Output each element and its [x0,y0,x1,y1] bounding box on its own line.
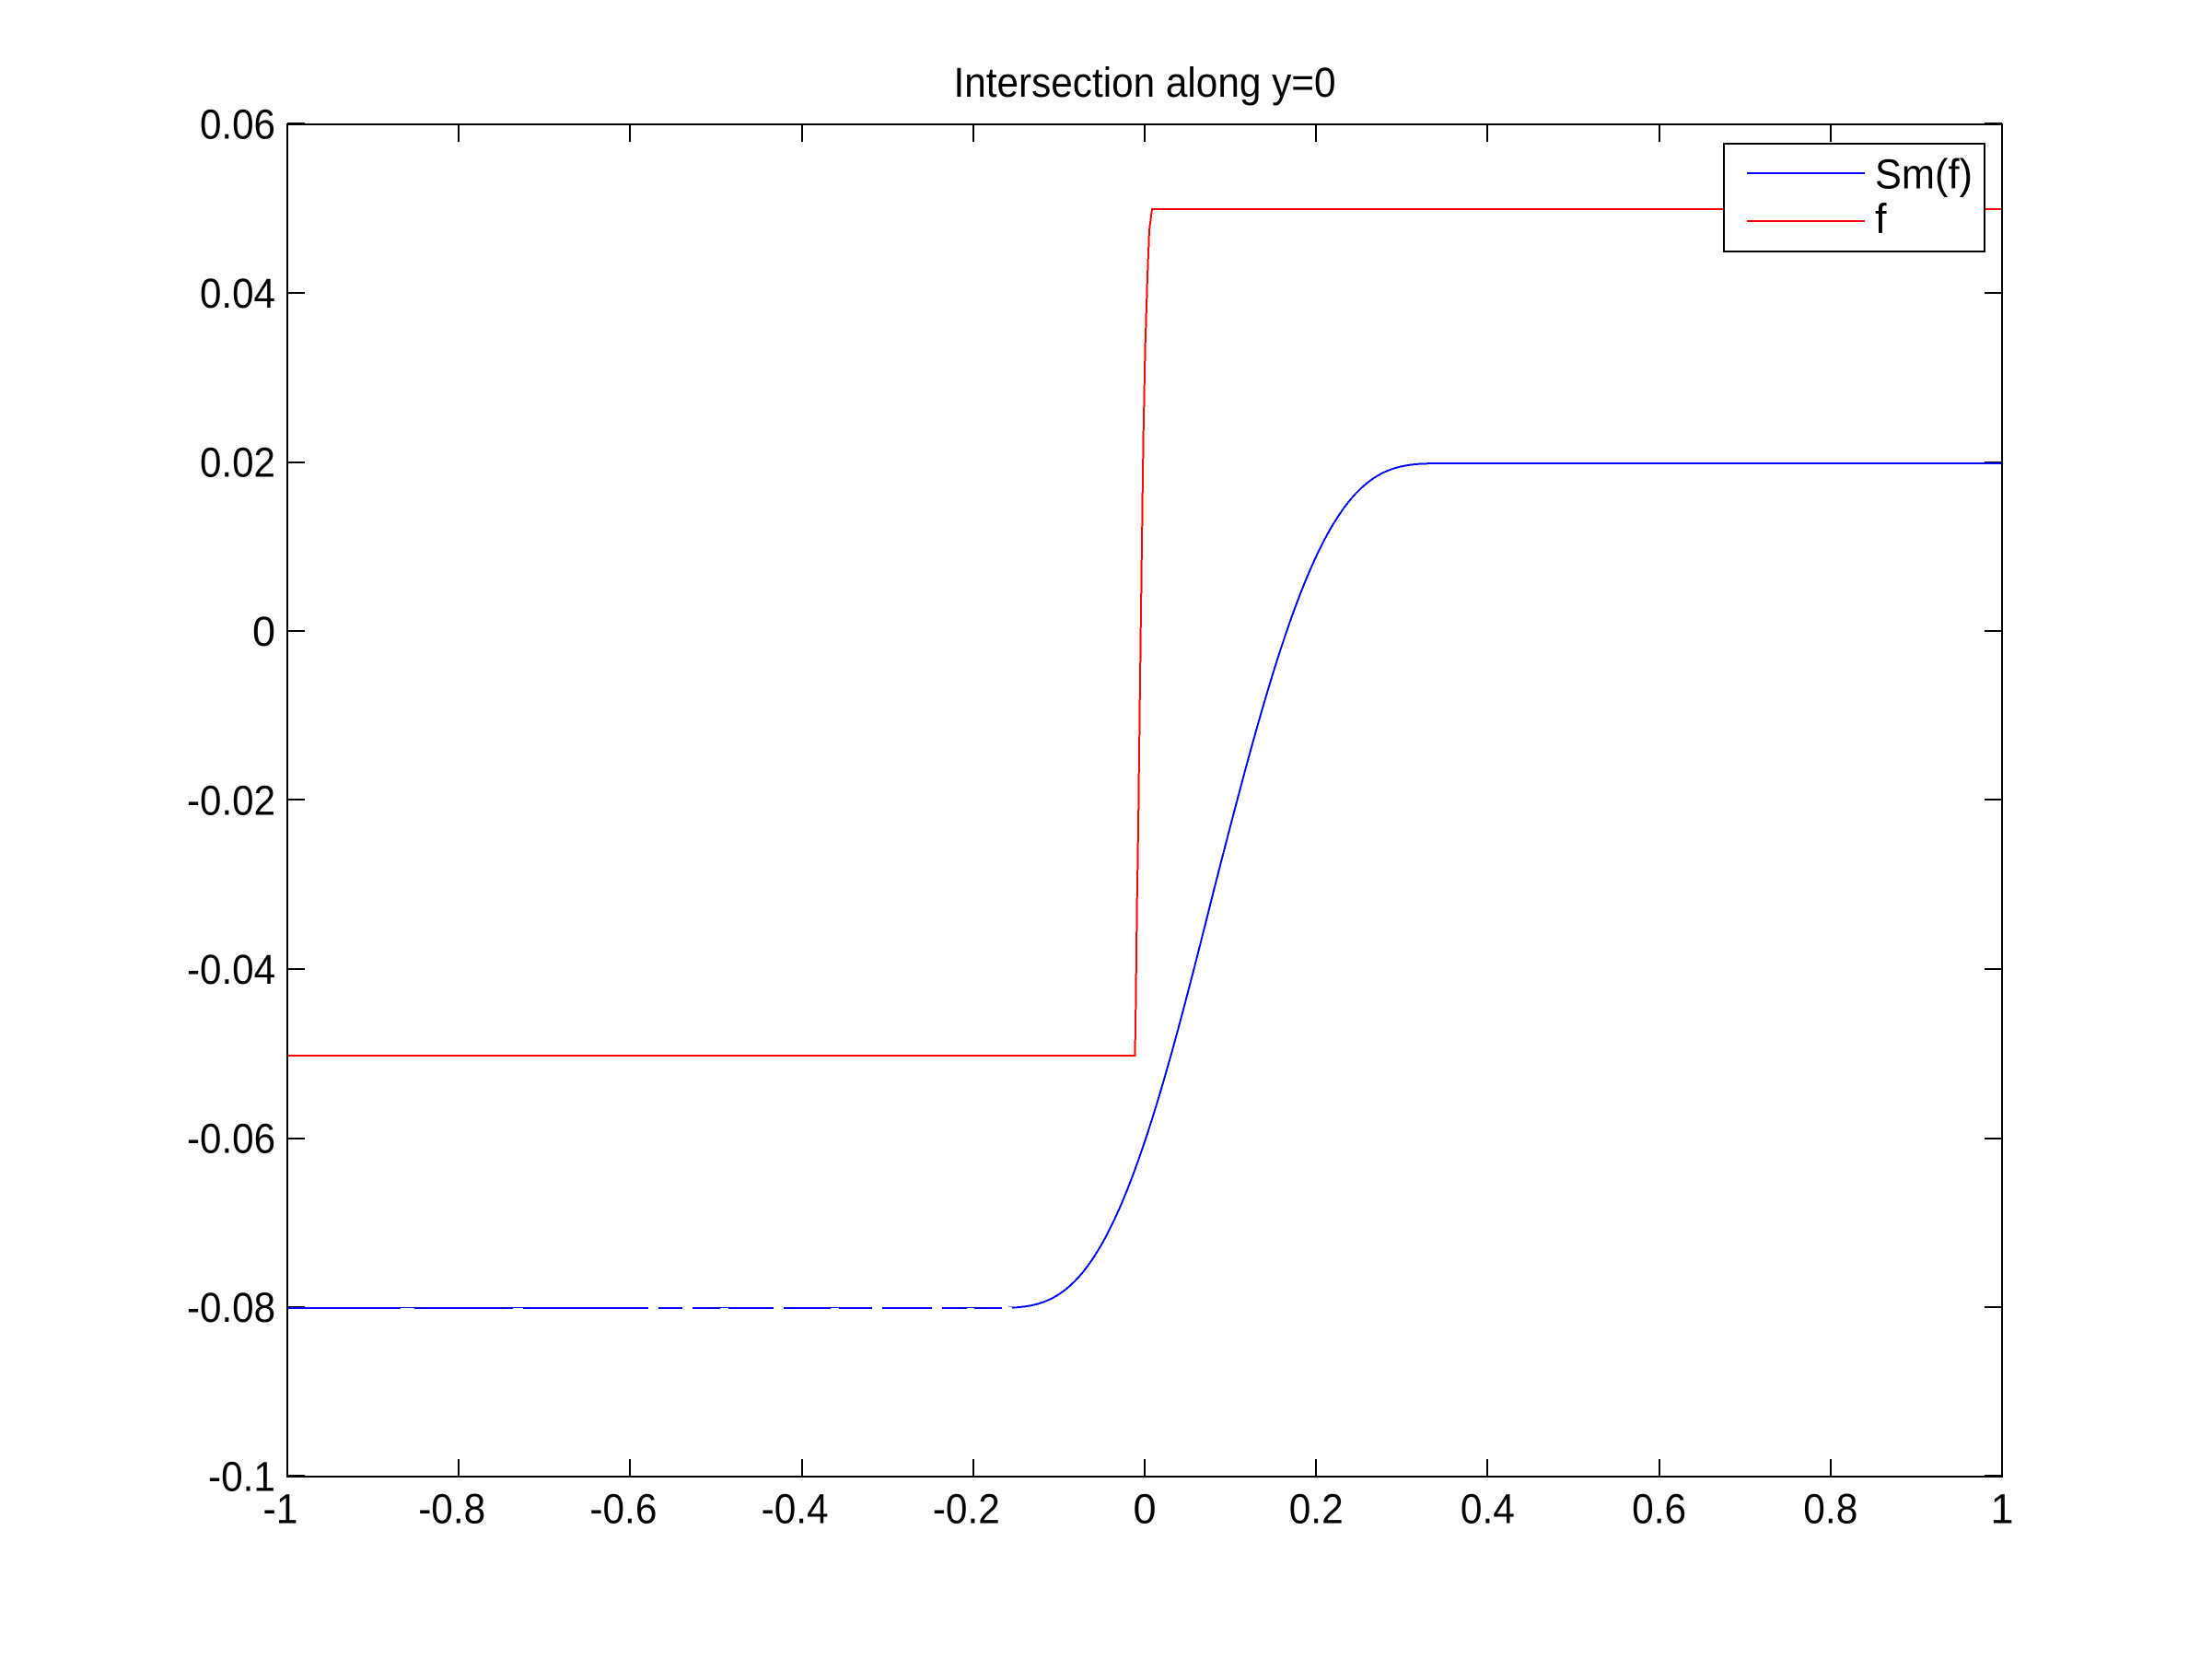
svg-text:0.2: 0.2 [1289,1486,1344,1533]
svg-text:0.02: 0.02 [200,439,275,486]
svg-text:-1: -1 [263,1486,298,1533]
svg-text:0.04: 0.04 [200,270,275,317]
svg-text:-0.08: -0.08 [187,1284,275,1331]
svg-text:-0.06: -0.06 [187,1116,275,1162]
svg-text:-0.8: -0.8 [418,1486,485,1533]
svg-text:0.6: 0.6 [1632,1486,1686,1533]
svg-text:0.4: 0.4 [1461,1486,1515,1533]
svg-text:0: 0 [252,608,275,655]
svg-text:-0.2: -0.2 [933,1486,1000,1533]
svg-text:f: f [1875,195,1887,242]
svg-text:1: 1 [1990,1486,2013,1533]
svg-text:-0.02: -0.02 [187,777,275,824]
svg-text:-0.4: -0.4 [762,1486,829,1533]
svg-text:0.06: 0.06 [200,101,275,148]
svg-text:0.8: 0.8 [1803,1486,1857,1533]
svg-text:-0.6: -0.6 [589,1486,657,1533]
svg-text:Sm(f): Sm(f) [1875,151,1973,198]
svg-text:-0.1: -0.1 [208,1454,275,1501]
svg-text:0: 0 [1133,1486,1156,1533]
svg-text:Intersection along y=0: Intersection along y=0 [954,59,1336,106]
svg-text:-0.04: -0.04 [187,946,275,993]
